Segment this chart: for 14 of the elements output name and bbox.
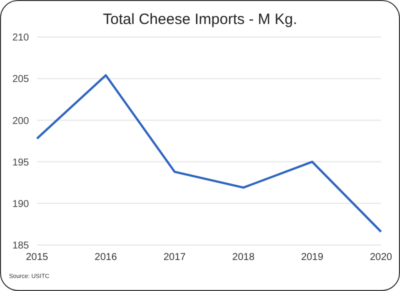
x-tick-label: 2015 (26, 252, 49, 264)
x-tick-label: 2019 (301, 252, 324, 264)
line-series (36, 74, 382, 233)
chart-title: Total Cheese Imports - M Kg. (102, 11, 298, 28)
x-tick-label: 2020 (370, 252, 393, 264)
y-tick-label: 210 (12, 32, 30, 44)
y-tick-label: 185 (12, 240, 30, 252)
y-tick-label: 190 (12, 198, 30, 210)
x-tick-label: 2017 (163, 252, 186, 264)
y-tick-label: 195 (12, 157, 30, 168)
y-tick-label: 200 (12, 116, 30, 127)
x-tick-label: 2016 (94, 252, 118, 264)
x-tick-label: 2018 (232, 252, 255, 264)
y-tick-label: 205 (12, 74, 30, 86)
